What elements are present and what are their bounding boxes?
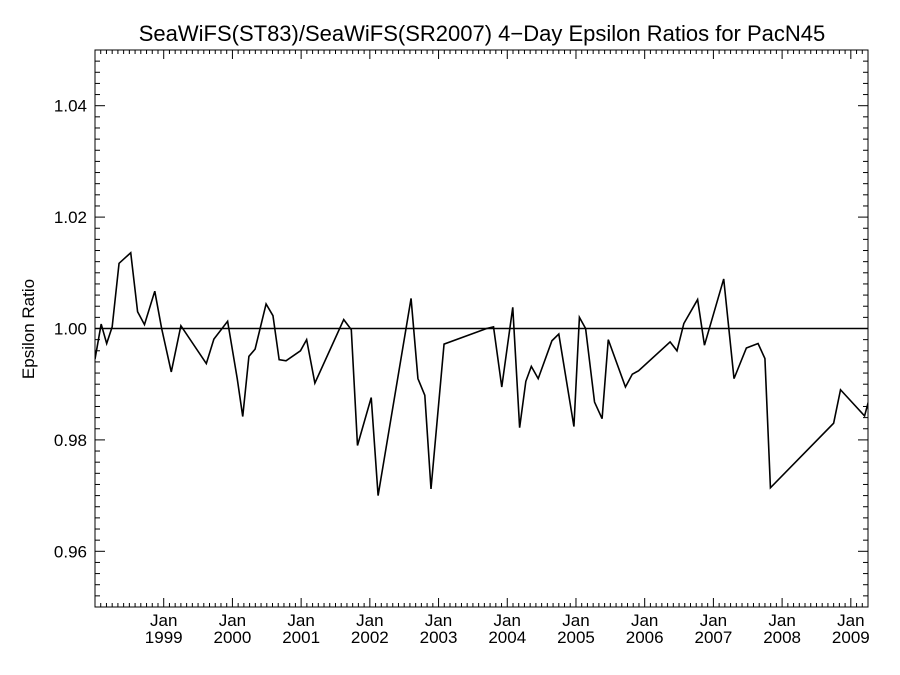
x-tick-label-month: Jan [562, 611, 589, 630]
x-tick-label-year: 2001 [282, 628, 320, 647]
x-tick-label-month: Jan [425, 611, 452, 630]
x-tick-label-year: 2005 [557, 628, 595, 647]
y-tick-label: 0.98 [54, 431, 87, 450]
series-line-1 [95, 251, 868, 496]
x-tick-label-month: Jan [768, 611, 795, 630]
x-tick-label-month: Jan [837, 611, 864, 630]
plot-area: 0.960.981.001.021.04Jan1999Jan2000Jan200… [54, 49, 870, 647]
x-tick-label-year: 2009 [832, 628, 870, 647]
x-tick-label-month: Jan [150, 611, 177, 630]
x-tick-label-year: 2000 [214, 628, 252, 647]
x-tick-label-year: 2006 [626, 628, 664, 647]
x-tick-label-month: Jan [287, 611, 314, 630]
x-tick-label-month: Jan [700, 611, 727, 630]
y-axis-label: Epsilon Ratio [19, 279, 38, 379]
x-tick-label-month: Jan [631, 611, 658, 630]
x-tick-label-year: 2004 [488, 628, 526, 647]
x-tick-label-year: 2002 [351, 628, 389, 647]
x-tick-label-year: 1999 [145, 628, 183, 647]
y-tick-label: 1.02 [54, 208, 87, 227]
y-tick-label: 0.96 [54, 542, 87, 561]
x-tick-label-year: 2008 [763, 628, 801, 647]
x-tick-label-month: Jan [356, 611, 383, 630]
x-tick-label-year: 2003 [420, 628, 458, 647]
chart-title: SeaWiFS(ST83)/SeaWiFS(SR2007) 4−Day Epsi… [139, 21, 826, 46]
y-tick-label: 1.04 [54, 97, 87, 116]
y-tick-label: 1.00 [54, 320, 87, 339]
x-tick-label-year: 2007 [694, 628, 732, 647]
x-tick-label-month: Jan [494, 611, 521, 630]
x-tick-label-month: Jan [219, 611, 246, 630]
